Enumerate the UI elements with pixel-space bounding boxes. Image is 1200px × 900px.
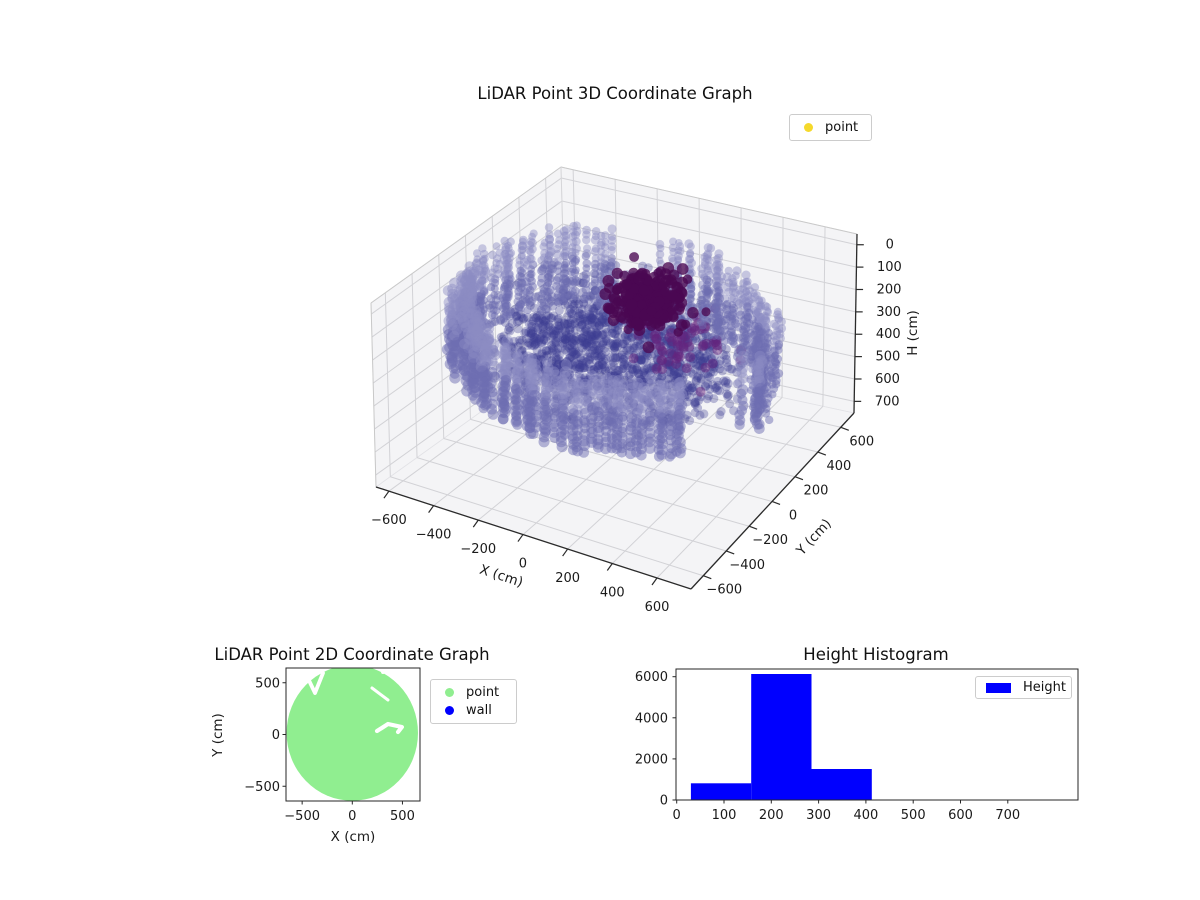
point-marker-icon (445, 688, 454, 697)
svg-text:500: 500 (255, 676, 280, 691)
legend-label: wall (466, 703, 492, 718)
point-marker-icon (804, 123, 813, 132)
svg-text:−500: −500 (244, 780, 280, 795)
svg-text:0: 0 (348, 809, 356, 824)
svg-text:500: 500 (901, 808, 926, 823)
svg-text:H (cm): H (cm) (905, 310, 921, 356)
svg-text:300: 300 (806, 808, 831, 823)
plot3d-legend: point (789, 114, 872, 141)
legend-label: Height (1023, 680, 1066, 695)
svg-text:400: 400 (876, 327, 901, 342)
svg-text:−600: −600 (371, 513, 407, 528)
legend-item-point: point (441, 685, 506, 700)
svg-text:600: 600 (948, 808, 973, 823)
wall-marker-icon (445, 706, 454, 715)
svg-text:0: 0 (673, 808, 681, 823)
svg-text:6000: 6000 (635, 670, 668, 685)
svg-text:0: 0 (272, 728, 280, 743)
legend-item-height: Height (986, 680, 1066, 695)
legend-label: point (825, 120, 859, 135)
lidar-2d-plot: −500 0 500 500 0 −500 X (cm) Y (cm) (210, 667, 421, 845)
svg-text:600: 600 (849, 434, 874, 449)
height-patch-icon (986, 682, 1011, 693)
scatter-area (286, 668, 418, 801)
plot3d-title: LiDAR Point 3D Coordinate Graph (477, 84, 753, 103)
svg-text:700: 700 (995, 808, 1020, 823)
svg-text:0: 0 (519, 557, 527, 572)
svg-text:0: 0 (660, 794, 668, 809)
svg-text:200: 200 (759, 808, 784, 823)
svg-text:400: 400 (853, 808, 878, 823)
svg-text:2000: 2000 (635, 752, 668, 767)
hist-title: Height Histogram (803, 645, 949, 664)
svg-text:100: 100 (712, 808, 737, 823)
svg-text:700: 700 (875, 394, 900, 409)
svg-text:−400: −400 (729, 558, 765, 573)
plot2d-title: LiDAR Point 2D Coordinate Graph (214, 645, 490, 664)
hist-bar (690, 783, 752, 800)
legend-item-point: point (800, 120, 861, 135)
svg-text:200: 200 (877, 282, 902, 297)
hist-bar (811, 769, 872, 800)
svg-text:600: 600 (645, 600, 670, 615)
svg-text:−200: −200 (460, 542, 496, 557)
lidar-3d-plot: −600−400−20002004006006004002000−200−400… (370, 166, 921, 615)
height-histogram: 0 100 200 300 400 500 600 700 0 2000 4000 6000 (635, 668, 1079, 823)
svg-text:Y (cm): Y (cm) (210, 713, 226, 758)
svg-text:400: 400 (600, 586, 625, 601)
svg-text:200: 200 (804, 484, 829, 499)
legend-label: point (466, 685, 500, 700)
svg-text:200: 200 (555, 571, 580, 586)
svg-text:400: 400 (826, 459, 851, 474)
plot2d-legend: point wall (430, 679, 517, 724)
svg-text:−200: −200 (752, 533, 788, 548)
svg-text:−600: −600 (706, 583, 742, 598)
svg-text:500: 500 (390, 809, 415, 824)
hist-legend: Height (975, 676, 1072, 699)
svg-text:300: 300 (876, 305, 901, 320)
svg-text:100: 100 (877, 260, 902, 275)
legend-item-wall: wall (441, 703, 506, 718)
svg-text:−500: −500 (284, 809, 320, 824)
svg-text:Y (cm): Y (cm) (793, 516, 835, 560)
hist-bar (751, 674, 812, 800)
svg-text:0: 0 (886, 238, 894, 253)
svg-text:500: 500 (876, 350, 901, 365)
svg-text:0: 0 (789, 508, 797, 523)
svg-text:X (cm): X (cm) (331, 829, 376, 845)
svg-text:−400: −400 (416, 528, 452, 543)
svg-text:600: 600 (875, 372, 900, 387)
svg-text:4000: 4000 (635, 711, 668, 726)
